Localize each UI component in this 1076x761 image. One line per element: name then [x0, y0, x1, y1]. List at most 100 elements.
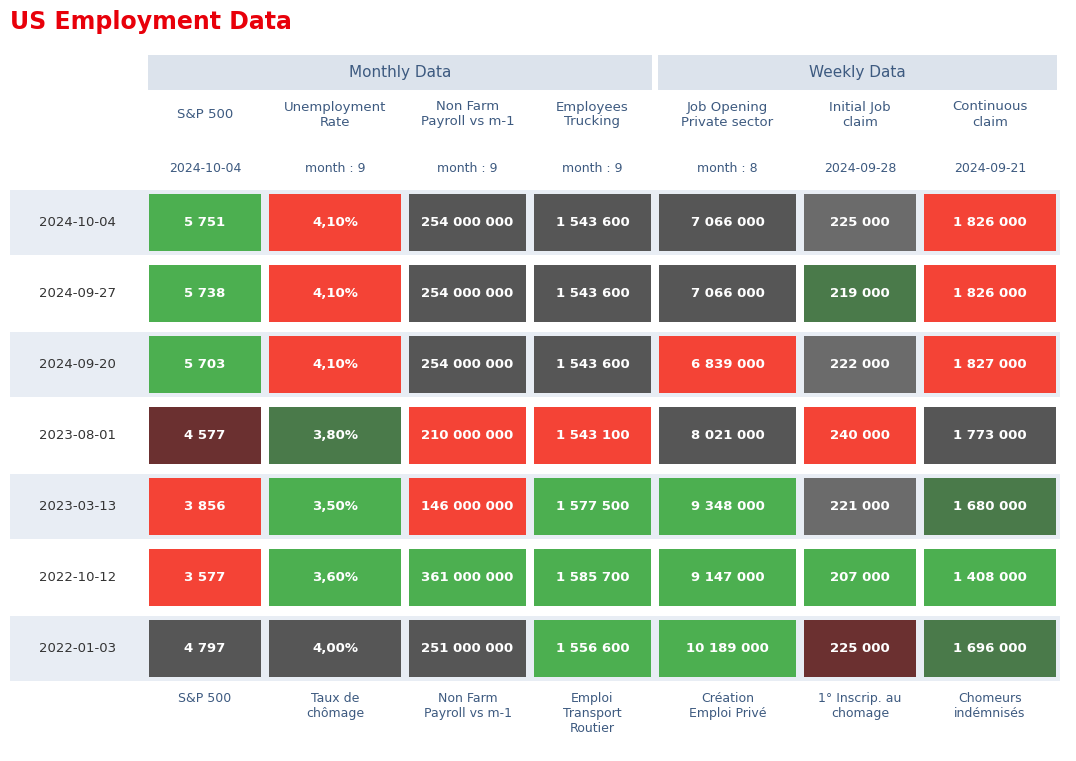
Text: 4,10%: 4,10%	[312, 287, 358, 300]
FancyBboxPatch shape	[10, 474, 1060, 539]
Text: 146 000 000: 146 000 000	[422, 500, 513, 513]
Text: Job Opening
Private sector: Job Opening Private sector	[681, 100, 774, 129]
Text: S&P 500: S&P 500	[176, 108, 233, 121]
Text: 361 000 000: 361 000 000	[422, 571, 513, 584]
Text: 3,50%: 3,50%	[312, 500, 358, 513]
Text: 254 000 000: 254 000 000	[422, 358, 513, 371]
FancyBboxPatch shape	[534, 194, 651, 251]
Text: 254 000 000: 254 000 000	[422, 216, 513, 229]
FancyBboxPatch shape	[269, 478, 401, 535]
FancyBboxPatch shape	[10, 190, 1060, 255]
FancyBboxPatch shape	[269, 407, 401, 464]
Text: 3 577: 3 577	[184, 571, 226, 584]
Text: 7 066 000: 7 066 000	[691, 287, 764, 300]
Text: 221 000: 221 000	[830, 500, 890, 513]
Text: 2022-01-03: 2022-01-03	[39, 642, 116, 655]
Text: 1 826 000: 1 826 000	[953, 216, 1027, 229]
FancyBboxPatch shape	[924, 194, 1056, 251]
Text: 3 856: 3 856	[184, 500, 226, 513]
Text: 9 147 000: 9 147 000	[691, 571, 764, 584]
FancyBboxPatch shape	[148, 407, 261, 464]
FancyBboxPatch shape	[409, 407, 526, 464]
FancyBboxPatch shape	[804, 194, 916, 251]
FancyBboxPatch shape	[148, 194, 261, 251]
Text: month : 8: month : 8	[697, 162, 758, 175]
Text: 1° Inscrip. au
chomage: 1° Inscrip. au chomage	[819, 692, 902, 720]
Text: 1 696 000: 1 696 000	[953, 642, 1027, 655]
FancyBboxPatch shape	[148, 620, 261, 677]
Text: 4,10%: 4,10%	[312, 358, 358, 371]
Text: 2023-03-13: 2023-03-13	[39, 500, 116, 513]
Text: Chomeurs
indémnisés: Chomeurs indémnisés	[954, 692, 1025, 720]
Text: 8 021 000: 8 021 000	[691, 429, 764, 442]
Text: 225 000: 225 000	[830, 642, 890, 655]
Text: 207 000: 207 000	[830, 571, 890, 584]
FancyBboxPatch shape	[534, 620, 651, 677]
Text: 240 000: 240 000	[830, 429, 890, 442]
Text: US Employment Data: US Employment Data	[10, 10, 292, 34]
FancyBboxPatch shape	[659, 478, 796, 535]
FancyBboxPatch shape	[924, 336, 1056, 393]
Text: 4,00%: 4,00%	[312, 642, 358, 655]
FancyBboxPatch shape	[804, 620, 916, 677]
FancyBboxPatch shape	[269, 265, 401, 322]
Text: 219 000: 219 000	[830, 287, 890, 300]
Text: 254 000 000: 254 000 000	[422, 287, 513, 300]
Text: 2024-10-04: 2024-10-04	[169, 162, 241, 175]
Text: Weekly Data: Weekly Data	[809, 65, 906, 80]
FancyBboxPatch shape	[409, 478, 526, 535]
Text: 5 751: 5 751	[184, 216, 226, 229]
Text: 1 827 000: 1 827 000	[953, 358, 1027, 371]
Text: Continuous
claim: Continuous claim	[952, 100, 1028, 129]
Text: 1 773 000: 1 773 000	[953, 429, 1027, 442]
FancyBboxPatch shape	[804, 265, 916, 322]
Text: 210 000 000: 210 000 000	[422, 429, 513, 442]
FancyBboxPatch shape	[659, 620, 796, 677]
Text: Création
Emploi Privé: Création Emploi Privé	[689, 692, 766, 720]
FancyBboxPatch shape	[659, 55, 1057, 90]
Text: 4,10%: 4,10%	[312, 216, 358, 229]
Text: Unemployment
Rate: Unemployment Rate	[284, 100, 386, 129]
FancyBboxPatch shape	[269, 194, 401, 251]
Text: Non Farm
Payroll vs m-1: Non Farm Payroll vs m-1	[424, 692, 511, 720]
Text: 3,60%: 3,60%	[312, 571, 358, 584]
Text: month : 9: month : 9	[305, 162, 365, 175]
FancyBboxPatch shape	[409, 336, 526, 393]
Text: S&P 500: S&P 500	[179, 692, 231, 705]
Text: 2024-09-20: 2024-09-20	[39, 358, 116, 371]
FancyBboxPatch shape	[409, 194, 526, 251]
Text: 1 577 500: 1 577 500	[556, 500, 629, 513]
FancyBboxPatch shape	[148, 549, 261, 606]
Text: Employees
Trucking: Employees Trucking	[556, 100, 628, 129]
FancyBboxPatch shape	[659, 194, 796, 251]
FancyBboxPatch shape	[534, 407, 651, 464]
Text: 1 543 100: 1 543 100	[555, 429, 629, 442]
FancyBboxPatch shape	[148, 55, 652, 90]
FancyBboxPatch shape	[924, 620, 1056, 677]
Text: 2023-08-01: 2023-08-01	[39, 429, 116, 442]
Text: 4 797: 4 797	[184, 642, 226, 655]
Text: month : 9: month : 9	[563, 162, 623, 175]
Text: 222 000: 222 000	[830, 358, 890, 371]
Text: 5 738: 5 738	[184, 287, 226, 300]
Text: 1 543 600: 1 543 600	[555, 358, 629, 371]
Text: 1 585 700: 1 585 700	[555, 571, 629, 584]
Text: Monthly Data: Monthly Data	[349, 65, 451, 80]
FancyBboxPatch shape	[10, 616, 1060, 681]
FancyBboxPatch shape	[534, 336, 651, 393]
Text: 2024-09-21: 2024-09-21	[954, 162, 1027, 175]
FancyBboxPatch shape	[924, 265, 1056, 322]
Text: 6 839 000: 6 839 000	[691, 358, 764, 371]
Text: 4 577: 4 577	[184, 429, 226, 442]
Text: 1 680 000: 1 680 000	[953, 500, 1027, 513]
Text: Non Farm
Payroll vs m-1: Non Farm Payroll vs m-1	[421, 100, 514, 129]
FancyBboxPatch shape	[534, 265, 651, 322]
Text: Taux de
chômage: Taux de chômage	[306, 692, 364, 720]
FancyBboxPatch shape	[534, 478, 651, 535]
FancyBboxPatch shape	[659, 265, 796, 322]
FancyBboxPatch shape	[534, 549, 651, 606]
FancyBboxPatch shape	[924, 549, 1056, 606]
FancyBboxPatch shape	[804, 407, 916, 464]
FancyBboxPatch shape	[409, 549, 526, 606]
FancyBboxPatch shape	[924, 407, 1056, 464]
